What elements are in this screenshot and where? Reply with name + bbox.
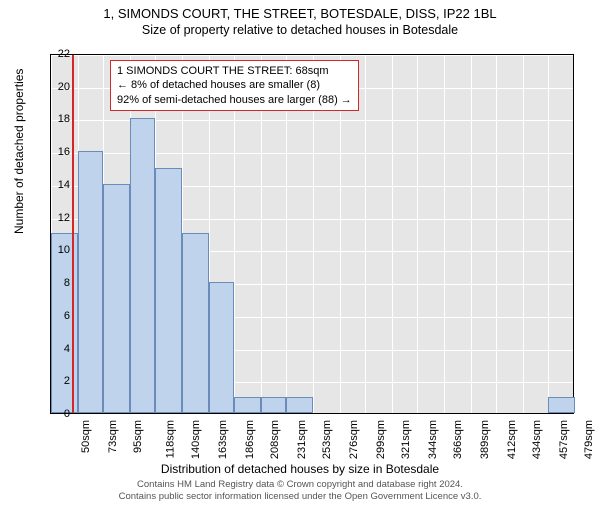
histogram-bar (286, 397, 313, 413)
y-tick-label: 10 (58, 244, 70, 256)
x-tick-label: 163sqm (217, 420, 229, 459)
x-tick-label: 299sqm (375, 420, 387, 459)
x-tick-label: 457sqm (558, 420, 570, 459)
x-tick-label: 276sqm (348, 420, 360, 459)
gridline-v (365, 55, 366, 413)
annotation-line: 92% of semi-detached houses are larger (… (117, 93, 352, 107)
histogram-bar (103, 184, 130, 413)
y-tick-label: 2 (64, 375, 70, 387)
y-tick-label: 16 (58, 146, 70, 158)
x-tick-label: 95sqm (132, 420, 144, 453)
gridline-v (523, 55, 524, 413)
histogram-bar (209, 282, 235, 413)
x-tick-label: 208sqm (269, 420, 281, 459)
x-tick-label: 479sqm (583, 420, 595, 459)
annotation-box: 1 SIMONDS COURT THE STREET: 68sqm ← 8% o… (110, 60, 359, 111)
histogram-bar (130, 118, 156, 413)
y-tick-label: 20 (58, 81, 70, 93)
histogram-bar (548, 397, 575, 413)
gridline-v (444, 55, 445, 413)
x-tick-label: 389sqm (479, 420, 491, 459)
x-tick-label: 140sqm (190, 420, 202, 459)
footer: Contains HM Land Registry data © Crown c… (0, 479, 600, 502)
y-tick-label: 14 (58, 179, 70, 191)
gridline-v (417, 55, 418, 413)
histogram-bar (234, 397, 261, 413)
x-tick-label: 118sqm (164, 420, 176, 458)
x-tick-label: 434sqm (531, 420, 543, 459)
y-tick-label: 6 (64, 310, 70, 322)
chart-container: 1, SIMONDS COURT, THE STREET, BOTESDALE,… (0, 6, 600, 506)
gridline-v (575, 55, 576, 413)
y-tick-label: 18 (58, 113, 70, 125)
reference-line (72, 55, 74, 413)
y-tick-label: 4 (64, 343, 70, 355)
gridline-v (471, 55, 472, 413)
chart-subtitle: Size of property relative to detached ho… (0, 23, 600, 37)
x-tick-label: 186sqm (244, 420, 256, 459)
histogram-bar (261, 397, 287, 413)
x-tick-label: 321sqm (400, 420, 412, 459)
gridline-v (392, 55, 393, 413)
x-tick-label: 366sqm (452, 420, 464, 459)
gridline-v (548, 55, 549, 413)
x-tick-label: 231sqm (296, 420, 308, 459)
y-tick-label: 8 (64, 277, 70, 289)
x-tick-label: 412sqm (506, 420, 518, 459)
x-axis-label: Distribution of detached houses by size … (0, 462, 600, 476)
annotation-line: ← 8% of detached houses are smaller (8) (117, 78, 352, 92)
x-tick-label: 50sqm (80, 420, 92, 453)
gridline-h (51, 415, 573, 416)
x-tick-label: 253sqm (321, 420, 333, 459)
footer-line: Contains HM Land Registry data © Crown c… (0, 479, 600, 490)
histogram-bar (182, 233, 209, 413)
x-tick-label: 73sqm (107, 420, 119, 453)
footer-line: Contains public sector information licen… (0, 491, 600, 502)
y-tick-label: 0 (64, 408, 70, 420)
histogram-bar (78, 151, 104, 413)
histogram-bar (155, 168, 182, 413)
y-axis-label: Number of detached properties (12, 69, 26, 234)
y-tick-label: 22 (58, 48, 70, 60)
chart-title: 1, SIMONDS COURT, THE STREET, BOTESDALE,… (0, 6, 600, 21)
gridline-v (496, 55, 497, 413)
plot-area: 1 SIMONDS COURT THE STREET: 68sqm ← 8% o… (50, 54, 574, 414)
x-tick-label: 344sqm (427, 420, 439, 459)
y-tick-label: 12 (58, 212, 70, 224)
annotation-line: 1 SIMONDS COURT THE STREET: 68sqm (117, 64, 352, 78)
